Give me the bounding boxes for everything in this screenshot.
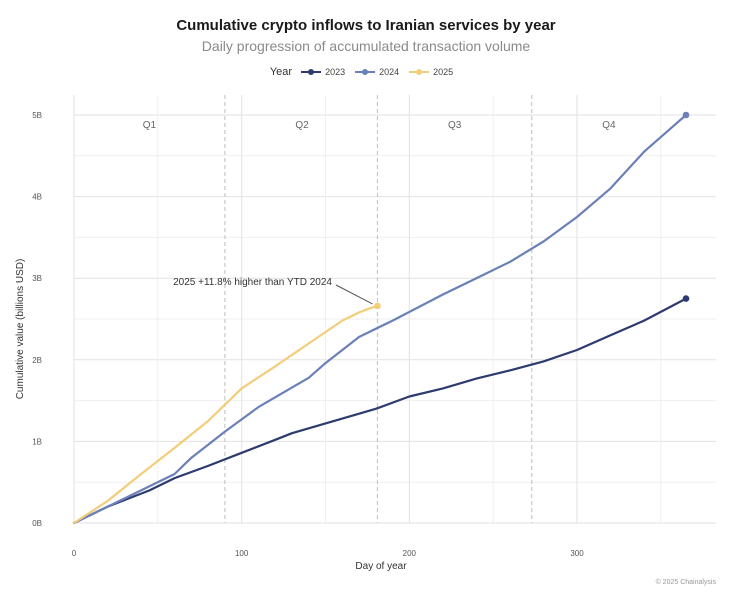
legend: Year 2023 2024 2025	[0, 66, 732, 78]
series-line-2023	[72, 297, 688, 525]
y-tick-label: 3B	[32, 274, 42, 283]
x-tick-label: 0	[72, 549, 77, 558]
legend-item-2024: 2024	[354, 67, 399, 77]
y-tick-label: 5B	[32, 111, 42, 120]
legend-item-2023: 2023	[300, 67, 345, 77]
annotation-text: 2025 +11.8% higher than YTD 2024	[173, 277, 332, 288]
legend-label-2024: 2024	[379, 67, 400, 77]
y-tick-label: 0B	[32, 519, 42, 528]
chart-title: Cumulative crypto inflows to Iranian ser…	[176, 17, 556, 34]
y-tick-label: 4B	[32, 193, 42, 202]
legend-item-2025: 2025	[408, 67, 453, 77]
quarter-label: Q4	[602, 120, 616, 131]
quarter-label: Q2	[295, 120, 309, 131]
x-axis-title: Day of year	[355, 561, 407, 572]
legend-label-2025: 2025	[433, 67, 454, 77]
copyright-footer: © 2025 Chainalysis	[655, 579, 716, 586]
series-line-2024	[72, 113, 688, 525]
legend-label-2023: 2023	[325, 67, 346, 77]
chart-subtitle: Daily progression of accumulated transac…	[201, 38, 531, 54]
quarter-label: Q3	[448, 120, 462, 131]
annotation-leader-line	[335, 284, 373, 305]
y-axis-title: Cumulative value (billions USD)	[15, 259, 26, 400]
y-tick-label: 2B	[32, 356, 42, 365]
x-tick-label: 200	[403, 549, 417, 558]
series-line-2025	[72, 304, 379, 525]
x-tick-label: 300	[570, 549, 584, 558]
y-tick-label: 1B	[32, 437, 42, 446]
series-end-point-2025	[374, 302, 381, 310]
series-end-point-2023	[682, 295, 690, 302]
quarter-label: Q1	[143, 120, 157, 131]
legend-swatch-2025	[409, 69, 430, 75]
series-end-point-2024	[682, 111, 690, 119]
legend-title: Year	[269, 66, 293, 78]
x-tick-label: 100	[235, 549, 249, 558]
legend-swatch-2024	[355, 69, 376, 75]
legend-swatch-2023	[301, 69, 322, 75]
